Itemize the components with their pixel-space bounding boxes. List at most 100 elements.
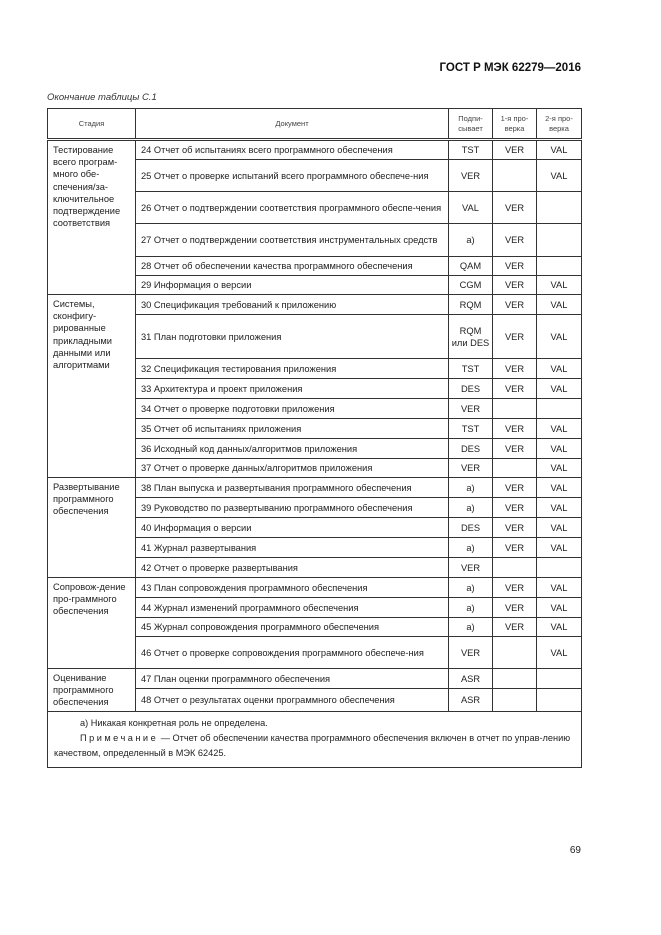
second-check-cell: VAL [536, 139, 582, 160]
first-check-cell [492, 668, 537, 689]
second-check-cell [536, 557, 582, 578]
second-check-cell: VAL [536, 378, 582, 399]
footnote-a: а) Никакая конкретная роль не определена… [80, 718, 268, 728]
signs-cell: VER [448, 636, 493, 669]
document-cell: 41 Журнал развертывания [135, 537, 449, 558]
second-check-cell [536, 668, 582, 689]
first-check-cell: VER [492, 517, 537, 538]
document-cell: 42 Отчет о проверке развертывания [135, 557, 449, 578]
table-row: 25 Отчет о проверке испытаний всего прог… [48, 159, 582, 192]
stage-cell: Оценивание программного обеспечения [47, 668, 136, 712]
document-cell: 43 План сопровождения программного обесп… [135, 577, 449, 598]
signs-cell: ASR [448, 668, 493, 689]
second-check-cell: VAL [536, 497, 582, 518]
second-check-cell: VAL [536, 418, 582, 439]
first-check-cell [492, 636, 537, 669]
column-header-signs: Подпи-сывает [448, 108, 493, 140]
second-check-cell [536, 223, 582, 257]
note-text: — Отчет об обеспечении качества программ… [54, 733, 571, 758]
signs-cell: а) [448, 497, 493, 518]
document-cell: 35 Отчет об испытаниях приложения [135, 418, 449, 439]
table-row: Сопровож-дение про-граммного обеспечения… [47, 577, 582, 669]
signs-cell: VAL [448, 191, 493, 224]
signs-cell: VER [448, 398, 493, 419]
first-check-cell [492, 557, 537, 578]
first-check-cell: VER [492, 497, 537, 518]
table-row: 48 Отчет о результатах оценки программно… [48, 688, 582, 712]
signs-cell: RQM [448, 294, 493, 315]
signs-cell: а) [448, 597, 493, 618]
second-check-cell [536, 191, 582, 224]
signs-cell: RQM или DES [448, 314, 493, 359]
second-check-cell: VAL [536, 617, 582, 637]
first-check-cell: VER [492, 191, 537, 224]
second-check-cell [536, 256, 582, 276]
table-row: 29 Информация о версии CGM VER VAL [48, 275, 582, 295]
first-check-cell: VER [492, 378, 537, 399]
second-check-cell: VAL [536, 314, 582, 359]
first-check-cell: VER [492, 358, 537, 379]
first-check-cell [492, 398, 537, 419]
roles-table: Стадия Документ Подпи-сывает 1-я про-вер… [47, 108, 582, 768]
column-header-stage: Стадия [47, 108, 136, 140]
document-cell: 27 Отчет о подтверждении соответствия ин… [135, 223, 449, 257]
note: Примечание — Отчет об обеспечении качест… [54, 731, 575, 761]
first-check-cell: VER [492, 294, 537, 315]
document-cell: 31 План подготовки приложения [135, 314, 449, 359]
table-footnotes: а) Никакая конкретная роль не определена… [47, 711, 582, 768]
document-cell: 44 Журнал изменений программного обеспеч… [135, 597, 449, 618]
signs-cell: а) [448, 477, 493, 498]
document-cell: 48 Отчет о результатах оценки программно… [135, 688, 449, 712]
first-check-cell: VER [492, 617, 537, 637]
signs-cell: а) [448, 577, 493, 598]
signs-cell: TST [448, 139, 493, 160]
table-row: 36 Исходный код данных/алгоритмов прилож… [48, 438, 582, 459]
table-row: 34 Отчет о проверке подготовки приложени… [48, 398, 582, 419]
second-check-cell: VAL [536, 458, 582, 478]
document-cell: 38 План выпуска и развертывания программ… [135, 477, 449, 498]
document-cell: 37 Отчет о проверке данных/алгоритмов пр… [135, 458, 449, 478]
document-cell: 25 Отчет о проверке испытаний всего прог… [135, 159, 449, 192]
table-row: 42 Отчет о проверке развертывания VER [48, 557, 582, 578]
document-cell: 45 Журнал сопровождения программного обе… [135, 617, 449, 637]
table-row: 27 Отчет о подтверждении соответствия ин… [48, 223, 582, 257]
document-cell: 46 Отчет о проверке сопровождения програ… [135, 636, 449, 669]
second-check-cell: VAL [536, 477, 582, 498]
document-cell: 40 Информация о версии [135, 517, 449, 538]
second-check-cell: VAL [536, 358, 582, 379]
signs-cell: а) [448, 617, 493, 637]
table-row: 40 Информация о версии DES VER VAL [48, 517, 582, 538]
document-header: ГОСТ Р МЭК 62279—2016 [439, 62, 581, 74]
signs-cell: VER [448, 159, 493, 192]
second-check-cell: VAL [536, 275, 582, 295]
document-cell: 29 Информация о версии [135, 275, 449, 295]
first-check-cell: VER [492, 537, 537, 558]
first-check-cell: VER [492, 438, 537, 459]
document-cell: 32 Спецификация тестирования приложения [135, 358, 449, 379]
document-cell: 28 Отчет об обеспечении качества програм… [135, 256, 449, 276]
signs-cell: а) [448, 537, 493, 558]
second-check-cell [536, 688, 582, 712]
signs-cell: ASR [448, 688, 493, 712]
first-check-cell: VER [492, 577, 537, 598]
table-row: Оценивание программного обеспечения 47 Пл… [47, 668, 582, 712]
table-row: Тестирование всего програм-много обе-спе… [47, 139, 582, 295]
document-cell: 30 Спецификация требований к приложению [135, 294, 449, 315]
first-check-cell: VER [492, 256, 537, 276]
document-cell: 36 Исходный код данных/алгоритмов прилож… [135, 438, 449, 459]
signs-cell: DES [448, 517, 493, 538]
first-check-cell: VER [492, 139, 537, 160]
column-header-document: Документ [135, 108, 449, 140]
first-check-cell: VER [492, 418, 537, 439]
signs-cell: DES [448, 438, 493, 459]
document-cell: 39 Руководство по развертыванию программ… [135, 497, 449, 518]
first-check-cell: VER [492, 223, 537, 257]
column-header-second-check: 2-я про-верка [536, 108, 582, 140]
signs-cell: а) [448, 223, 493, 257]
first-check-cell: VER [492, 314, 537, 359]
page-number: 69 [569, 845, 581, 856]
second-check-cell: VAL [536, 159, 582, 192]
document-cell: 33 Архитектура и проект приложения [135, 378, 449, 399]
second-check-cell: VAL [536, 537, 582, 558]
second-check-cell: VAL [536, 294, 582, 315]
